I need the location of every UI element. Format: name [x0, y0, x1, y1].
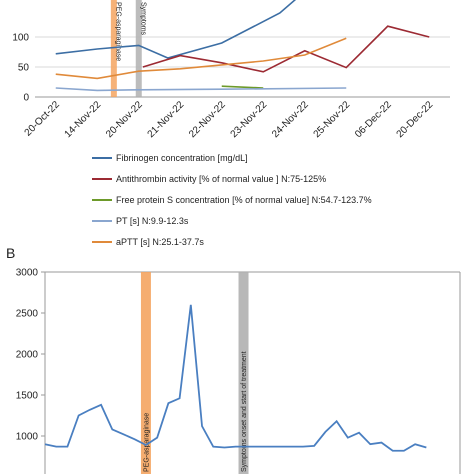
x-tick-label-a-7: 25-Nov-22 — [312, 99, 353, 140]
event-band-b-0 — [140, 272, 151, 474]
series-line-a-4 — [55, 37, 347, 80]
series-line-a-3 — [55, 87, 347, 92]
x-tick-label-a-3: 21-Nov-22 — [146, 99, 187, 140]
legend-label-2: Free protein S concentration [% of norma… — [116, 195, 372, 205]
series-line-a-1 — [142, 25, 430, 73]
panel-b-letter: B — [6, 245, 15, 261]
x-tick-label-a-9: 20-Dec-22 — [395, 99, 436, 140]
x-tick-label-a-5: 23-Nov-22 — [229, 99, 270, 140]
legend-label-4: aPTT [s] N:25.1-37.7s — [116, 237, 204, 247]
series-line-a-2 — [221, 85, 264, 89]
y-tick-label-b-4: 3000 — [16, 268, 39, 279]
event-band-a-0 — [110, 0, 117, 97]
event-band-b-1 — [238, 272, 249, 474]
series-line-a-0 — [55, 0, 297, 59]
event-band-label-a-1: Symptoms — [139, 2, 146, 36]
y-tick-label-a-1: 50 — [18, 63, 30, 74]
y-tick-label-b-2: 2000 — [16, 350, 39, 361]
y-tick-label-b-3: 2500 — [16, 309, 39, 320]
x-tick-label-a-6: 24-Nov-22 — [270, 99, 311, 140]
x-tick-label-a-1: 14-Nov-22 — [63, 99, 104, 140]
event-band-label-b-1: Symptoms onset and start of treatment — [241, 351, 248, 472]
x-tick-label-a-8: 06-Dec-22 — [353, 99, 394, 140]
x-tick-label-a-4: 22-Nov-22 — [187, 99, 228, 140]
x-tick-label-a-2: 20-Nov-22 — [104, 99, 145, 140]
legend-label-0: Fibrinogen concentration [mg/dL] — [116, 153, 248, 163]
y-tick-label-a-0: 0 — [23, 93, 29, 104]
event-band-label-b-0: PEG-asparaginase — [143, 413, 150, 472]
event-band-label-a-0: PEG-asparaginase — [114, 2, 121, 61]
series-line-b-0 — [44, 304, 427, 452]
x-tick-label-a-0: 20-Oct-22 — [23, 99, 63, 139]
y-tick-label-b-0: 1000 — [16, 432, 39, 443]
legend-label-3: PT [s] N:9.9-12.3s — [116, 216, 189, 226]
y-tick-label-b-1: 1500 — [16, 391, 39, 402]
event-band-a-1 — [135, 0, 142, 97]
legend-label-1: Antithrombin activity [% of normal value… — [116, 174, 326, 184]
y-tick-label-a-2: 100 — [12, 33, 29, 44]
